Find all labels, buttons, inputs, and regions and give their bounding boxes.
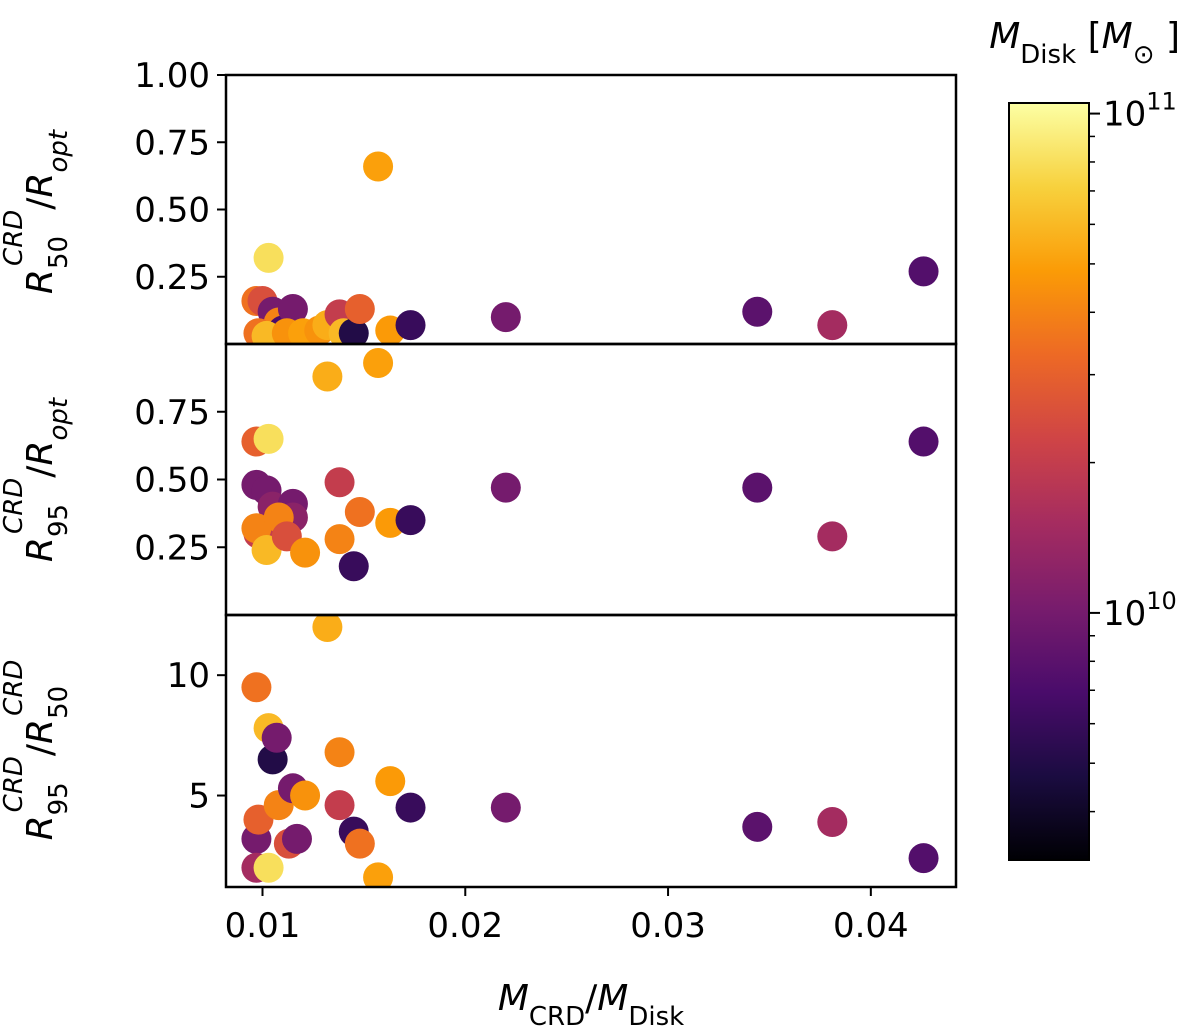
- y-tick-label: 10: [167, 656, 210, 696]
- data-point: [344, 497, 375, 528]
- data-point: [324, 467, 355, 498]
- data-point: [817, 807, 848, 838]
- colorbar-title: MDisk [M⊙ ]: [989, 16, 1180, 70]
- data-point: [363, 151, 394, 182]
- x-axis-label: MCRD/MDisk: [498, 978, 684, 1032]
- x-tick-label: 0.01: [225, 906, 301, 946]
- data-point: [290, 537, 321, 568]
- data-point: [908, 426, 939, 457]
- data-point: [290, 780, 321, 811]
- data-point: [490, 472, 521, 503]
- y-tick-label: 0.25: [134, 528, 210, 568]
- colorbar-tick-label: 1010: [1103, 587, 1177, 634]
- y-ticks-top: 0.25 0.50 0.75 1.00: [134, 56, 226, 298]
- data-point: [742, 811, 773, 842]
- panel-top-points: [241, 151, 939, 344]
- colorbar-ticks: 1011 1010: [1089, 88, 1177, 813]
- y-tick-label: 0.75: [134, 123, 210, 163]
- y-tick-label: 5: [188, 777, 210, 817]
- data-point: [324, 524, 355, 555]
- y-ticks-bottom: 5 10: [167, 656, 226, 817]
- data-point: [817, 310, 848, 341]
- x-ticks: 0.01 0.02 0.03 0.04: [225, 887, 909, 946]
- data-point: [395, 310, 426, 341]
- data-point: [490, 302, 521, 333]
- y-tick-label: 0.50: [134, 191, 210, 231]
- y-tick-label: 1.00: [134, 56, 210, 96]
- y-tick-label: 0.75: [134, 393, 210, 433]
- x-tick-label: 0.04: [833, 906, 909, 946]
- y-axis-label-top: R50CRD/Ropt: [0, 129, 74, 294]
- colorbar-tick-label: 1011: [1103, 88, 1177, 135]
- data-point: [261, 722, 292, 753]
- data-point: [490, 792, 521, 823]
- data-point: [363, 347, 394, 378]
- data-point: [281, 823, 312, 854]
- colorbar: [1008, 102, 1090, 861]
- data-point: [742, 296, 773, 327]
- panel-middle-points: [241, 347, 939, 582]
- data-point: [742, 472, 773, 503]
- data-point: [375, 766, 406, 797]
- data-point: [253, 423, 284, 454]
- data-point: [338, 551, 369, 582]
- y-tick-label: 0.50: [134, 461, 210, 501]
- y-ticks-middle: 0.25 0.50 0.75: [134, 393, 226, 568]
- data-point: [344, 294, 375, 325]
- panel-bottom-points: [241, 615, 939, 887]
- data-point: [817, 521, 848, 552]
- data-point: [312, 615, 343, 643]
- y-axis-label-bottom: R95CRD/R50CRD: [0, 660, 74, 841]
- y-tick-label: 0.25: [134, 258, 210, 298]
- data-point: [395, 505, 426, 536]
- x-tick-label: 0.02: [427, 906, 503, 946]
- panel-bottom-frame: [224, 613, 958, 889]
- data-point: [908, 256, 939, 287]
- data-point: [363, 862, 394, 887]
- data-point: [253, 242, 284, 273]
- data-point: [241, 672, 272, 703]
- data-point: [277, 294, 308, 325]
- data-point: [338, 318, 369, 344]
- x-tick-label: 0.03: [630, 906, 706, 946]
- data-point: [908, 843, 939, 874]
- data-point: [324, 790, 355, 821]
- data-point: [253, 852, 284, 883]
- data-point: [395, 792, 426, 823]
- data-point: [324, 737, 355, 768]
- data-point: [344, 828, 375, 859]
- data-point: [312, 361, 343, 392]
- y-axis-label-middle: R95CRD/Ropt: [0, 397, 74, 562]
